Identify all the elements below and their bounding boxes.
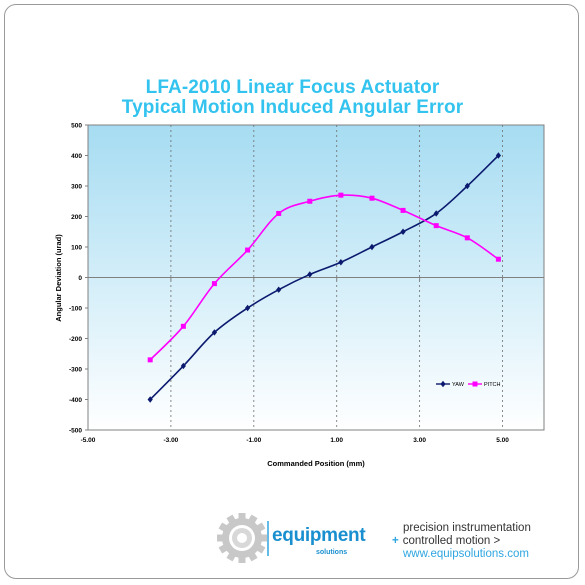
gear-icon — [217, 513, 267, 563]
x-tick-label: 1.00 — [330, 437, 343, 444]
data-point-pitch — [338, 192, 344, 198]
data-point-yaw — [433, 210, 439, 217]
series-line-pitch — [149, 194, 499, 361]
chart-title-line-1: LFA-2010 Linear Focus Actuator — [145, 77, 440, 98]
data-point-pitch — [433, 223, 439, 229]
y-tick-label: -400 — [69, 397, 82, 404]
gear-tooth — [255, 543, 266, 554]
x-tick-label: -3.00 — [163, 437, 178, 444]
brand-logo-text: equipment — [272, 525, 366, 546]
data-point-yaw — [147, 396, 153, 403]
x-tick-label: 3.00 — [413, 437, 426, 444]
gear-tooth — [226, 514, 237, 525]
tagline-precision: precision instrumentation — [403, 522, 531, 534]
legend-marker-pitch — [472, 381, 478, 387]
gear-tooth — [218, 522, 229, 533]
data-point-pitch — [464, 235, 470, 241]
y-tick-label: 400 — [71, 153, 82, 160]
y-tick-label: 300 — [71, 184, 82, 191]
data-point-pitch — [180, 323, 186, 329]
legend-marker-yaw — [440, 380, 446, 388]
data-point-yaw — [369, 243, 375, 251]
gear-tooth — [247, 514, 258, 525]
data-point-pitch — [276, 210, 282, 216]
gear-tooth — [247, 551, 258, 562]
y-tick-label: 100 — [71, 245, 82, 252]
y-tick-label: 200 — [71, 214, 82, 221]
legend-label-pitch: PITCH — [484, 382, 501, 388]
gear-tooth — [218, 543, 229, 554]
data-point-pitch — [307, 198, 313, 204]
tick-labels: 500 400 300 200 100 0 -100 -200 -300 -400 -500 -5.0… — [69, 123, 509, 445]
grid-lines — [170, 125, 503, 430]
data-point-yaw — [276, 286, 282, 293]
website-link[interactable]: www.equipsolutions.com — [403, 548, 529, 560]
data-point-pitch — [245, 247, 251, 253]
data-point-yaw — [211, 329, 218, 336]
data-point-yaw — [180, 362, 186, 370]
tagline-controlled: + controlled motion > — [392, 534, 500, 548]
axes — [85, 124, 544, 431]
legend: YAW PITCH — [436, 380, 501, 388]
series-line-yaw — [149, 154, 499, 401]
y-tick-label: -100 — [69, 306, 82, 313]
chart-title-line-2: Typical Motion Induced Angular Error — [121, 97, 464, 118]
data-point-yaw — [245, 304, 251, 312]
x-tick-label: 5.00 — [496, 437, 509, 444]
y-tick-label: 0 — [78, 275, 82, 282]
gear-tooth — [255, 522, 266, 533]
data-point-pitch — [211, 281, 217, 287]
data-point-yaw — [338, 259, 344, 266]
gear-tooth — [238, 556, 246, 563]
x-tick-label: -1.00 — [246, 437, 261, 444]
tagline-controlled-text: controlled motion > — [402, 535, 501, 547]
gear-tooth — [238, 513, 246, 520]
data-point-yaw — [495, 152, 501, 159]
y-tick-label: 500 — [71, 123, 82, 130]
data-point-pitch — [369, 195, 375, 201]
data-point-pitch — [147, 357, 153, 363]
brand-logo-subtext: solutions — [316, 549, 348, 556]
gear-tooth — [217, 534, 224, 542]
y-tick-label: -200 — [69, 336, 82, 343]
gear-tooth — [260, 534, 267, 542]
x-tick-label: -5.00 — [81, 437, 96, 444]
legend-label-yaw: YAW — [452, 382, 465, 388]
y-axis-label: Angular Deviation (urad) — [54, 234, 63, 322]
data-point-yaw — [307, 271, 313, 278]
y-tick-label: -300 — [69, 367, 82, 374]
data-point-yaw — [400, 228, 406, 235]
gear-tooth — [226, 551, 237, 562]
data-point-yaw — [464, 182, 470, 190]
series-lines — [147, 152, 501, 403]
x-axis-label: Commanded Position (mm) — [267, 459, 365, 468]
y-tick-label: -500 — [69, 428, 82, 435]
data-point-pitch — [495, 256, 501, 262]
plus-icon: + — [392, 535, 399, 547]
data-point-pitch — [400, 207, 406, 213]
